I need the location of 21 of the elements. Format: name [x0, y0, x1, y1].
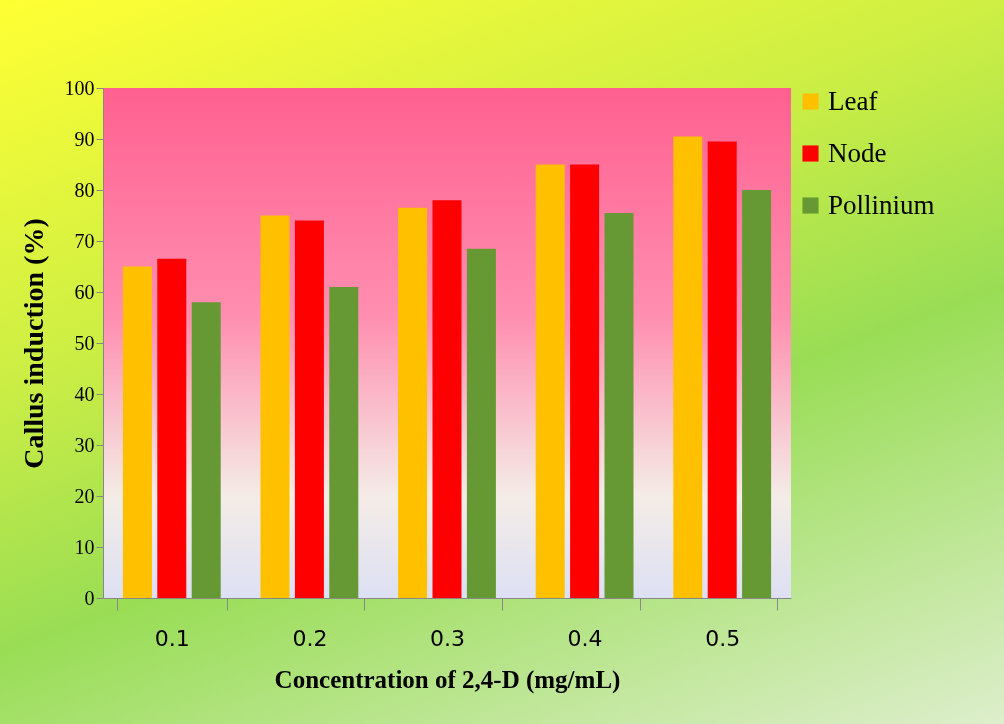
y-tick-label: 50	[74, 331, 95, 354]
y-tick-label: 10	[74, 535, 95, 558]
y-tick-label: 40	[74, 382, 95, 405]
y-tick-label: 20	[74, 484, 95, 507]
y-tick-label: 90	[74, 127, 95, 150]
legend-label: Leaf	[828, 85, 878, 116]
legend-label: Node	[828, 137, 887, 168]
y-tick-label: 60	[74, 280, 95, 303]
legend-label: Pollinium	[828, 189, 935, 220]
x-tick-label: 0.2	[292, 625, 328, 651]
y-axis-title: Callus induction (%)	[17, 218, 49, 469]
y-tick-label: 30	[74, 433, 95, 456]
x-axis-title: Concentration of 2,4-D (mg/mL)	[274, 665, 621, 694]
y-tick-label: 0	[84, 586, 95, 609]
y-tick-label: 70	[74, 229, 95, 252]
x-tick-label: 0.3	[430, 625, 465, 651]
x-tick-label: 0.1	[154, 625, 190, 651]
x-tick-label: 0.5	[705, 625, 741, 651]
y-tick-label: 80	[74, 178, 95, 201]
y-tick-label: 100	[64, 76, 95, 99]
x-tick-label: 0.4	[567, 625, 603, 651]
